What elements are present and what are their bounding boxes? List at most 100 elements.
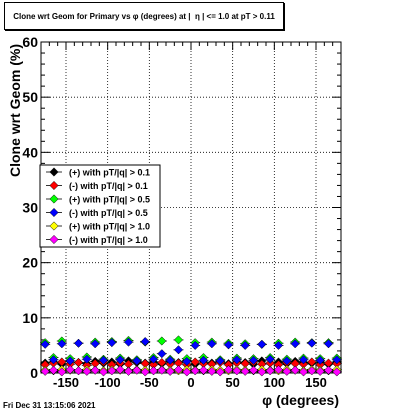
legend-label: (-) with pT/|q| > 0.5 <box>69 208 148 218</box>
data-point-series-3 <box>40 339 50 349</box>
y-tick-label: 0 <box>30 365 38 381</box>
data-point-series-3 <box>290 339 300 349</box>
legend-marker-4 <box>49 221 59 231</box>
x-tick-label: -150 <box>53 375 79 390</box>
data-point-series-3 <box>57 339 67 349</box>
y-tick-label: 10 <box>22 310 38 326</box>
legend-marker-2 <box>49 194 59 204</box>
data-point-series-5 <box>265 366 275 376</box>
x-tick-label: -50 <box>140 375 159 390</box>
data-point-series-1 <box>307 357 317 367</box>
data-point-series-5 <box>240 366 250 376</box>
data-point-series-5 <box>82 366 92 376</box>
data-point-series-5 <box>182 367 192 377</box>
timestamp-footer: Fri Dec 31 13:15:06 2021 <box>3 401 96 410</box>
y-axis-label: Clone wrt Geom (%) <box>7 44 23 177</box>
data-point-series-3 <box>123 337 134 347</box>
y-tick-label: 50 <box>22 89 38 105</box>
data-point-series-3 <box>315 355 325 365</box>
data-point-series-5 <box>257 367 267 377</box>
x-tick-label: 150 <box>305 375 327 390</box>
data-point-series-2 <box>173 335 184 345</box>
legend: (+) with pT/|q| > 0.1 (-) with pT/|q| > 0… <box>39 164 161 248</box>
data-point-series-3 <box>173 345 184 355</box>
data-point-series-5 <box>273 365 284 375</box>
data-point-series-5 <box>290 365 300 375</box>
data-point-series-5 <box>332 367 342 377</box>
data-point-series-5 <box>107 366 117 376</box>
legend-marker-5 <box>49 234 59 245</box>
data-point-series-3 <box>223 340 234 350</box>
data-point-series-5 <box>198 365 209 375</box>
data-point-series-5 <box>207 366 217 376</box>
x-tick-label: 0 <box>187 375 194 390</box>
data-point-series-3 <box>148 354 159 364</box>
data-point-series-3 <box>257 339 267 349</box>
data-point-series-3 <box>248 355 259 365</box>
legend-label: (+) with pT/|q| > 0.5 <box>69 195 150 205</box>
data-point-series-3 <box>132 356 142 366</box>
data-point-series-5 <box>315 366 325 376</box>
x-tick-label: 100 <box>263 375 285 390</box>
data-point-series-3 <box>82 354 92 364</box>
data-point-series-5 <box>98 367 109 377</box>
data-point-series-3 <box>240 340 250 350</box>
data-point-series-5 <box>298 367 309 377</box>
y-tick-label: 30 <box>22 200 38 216</box>
data-points <box>40 335 342 377</box>
data-point-series-5 <box>307 366 317 376</box>
data-point-series-3 <box>48 355 59 365</box>
legend-marker-1 <box>49 180 59 191</box>
data-point-series-3 <box>157 349 167 359</box>
legend-label: (-) with pT/|q| > 1.0 <box>69 235 148 245</box>
data-point-series-5 <box>123 366 134 376</box>
legend-box <box>39 164 161 248</box>
data-point-series-3 <box>307 338 317 348</box>
data-point-series-5 <box>140 367 150 377</box>
data-point-series-5 <box>323 365 334 375</box>
data-point-series-3 <box>232 355 242 365</box>
chart-title-box: Clone wrt Geom for Primary vs φ (degrees… <box>4 2 284 30</box>
legend-label: (+) with pT/|q| > 1.0 <box>69 222 150 232</box>
data-point-series-5 <box>90 365 100 375</box>
data-point-series-3 <box>140 337 150 347</box>
data-point-series-3 <box>165 355 175 365</box>
y-tick-label: 60 <box>22 34 38 50</box>
x-tick-label: 50 <box>225 375 239 390</box>
legend-label: (-) with pT/|q| > 0.1 <box>69 181 148 191</box>
data-point-series-5 <box>132 365 142 375</box>
data-point-series-3 <box>98 355 109 365</box>
data-point-series-5 <box>165 366 175 376</box>
data-point-series-3 <box>215 356 225 366</box>
data-point-series-5 <box>190 366 200 376</box>
data-point-series-5 <box>73 366 84 376</box>
data-point-series-1 <box>73 357 84 368</box>
data-point-series-2 <box>157 336 167 346</box>
data-point-series-5 <box>173 365 184 375</box>
legend-marker-0 <box>49 167 59 177</box>
data-point-series-3 <box>323 339 334 349</box>
data-point-series-3 <box>332 355 342 365</box>
data-point-series-3 <box>198 355 209 365</box>
y-tick-label: 40 <box>22 144 38 160</box>
data-point-series-5 <box>57 367 67 377</box>
data-point-series-3 <box>65 356 75 366</box>
data-point-series-5 <box>115 365 125 375</box>
data-point-series-3 <box>107 338 117 348</box>
data-point-series-3 <box>115 355 125 365</box>
data-point-series-5 <box>65 365 75 375</box>
data-point-series-3 <box>265 354 275 364</box>
data-point-series-3 <box>73 338 84 348</box>
data-point-series-5 <box>48 365 59 375</box>
x-axis-label: φ (degrees) <box>262 392 339 408</box>
data-point-series-5 <box>40 366 50 376</box>
data-point-series-3 <box>90 339 100 349</box>
data-point-series-3 <box>282 356 292 366</box>
tick-labels: -150 -100 -50 0 50 100 150 0 10 20 30 40 50 60 <box>22 34 326 390</box>
data-point-series-5 <box>148 366 159 376</box>
data-point-series-3 <box>190 340 200 350</box>
legend-label: (+) with pT/|q| > 0.1 <box>69 168 150 178</box>
data-point-series-5 <box>232 366 242 376</box>
data-point-series-3 <box>298 355 309 365</box>
